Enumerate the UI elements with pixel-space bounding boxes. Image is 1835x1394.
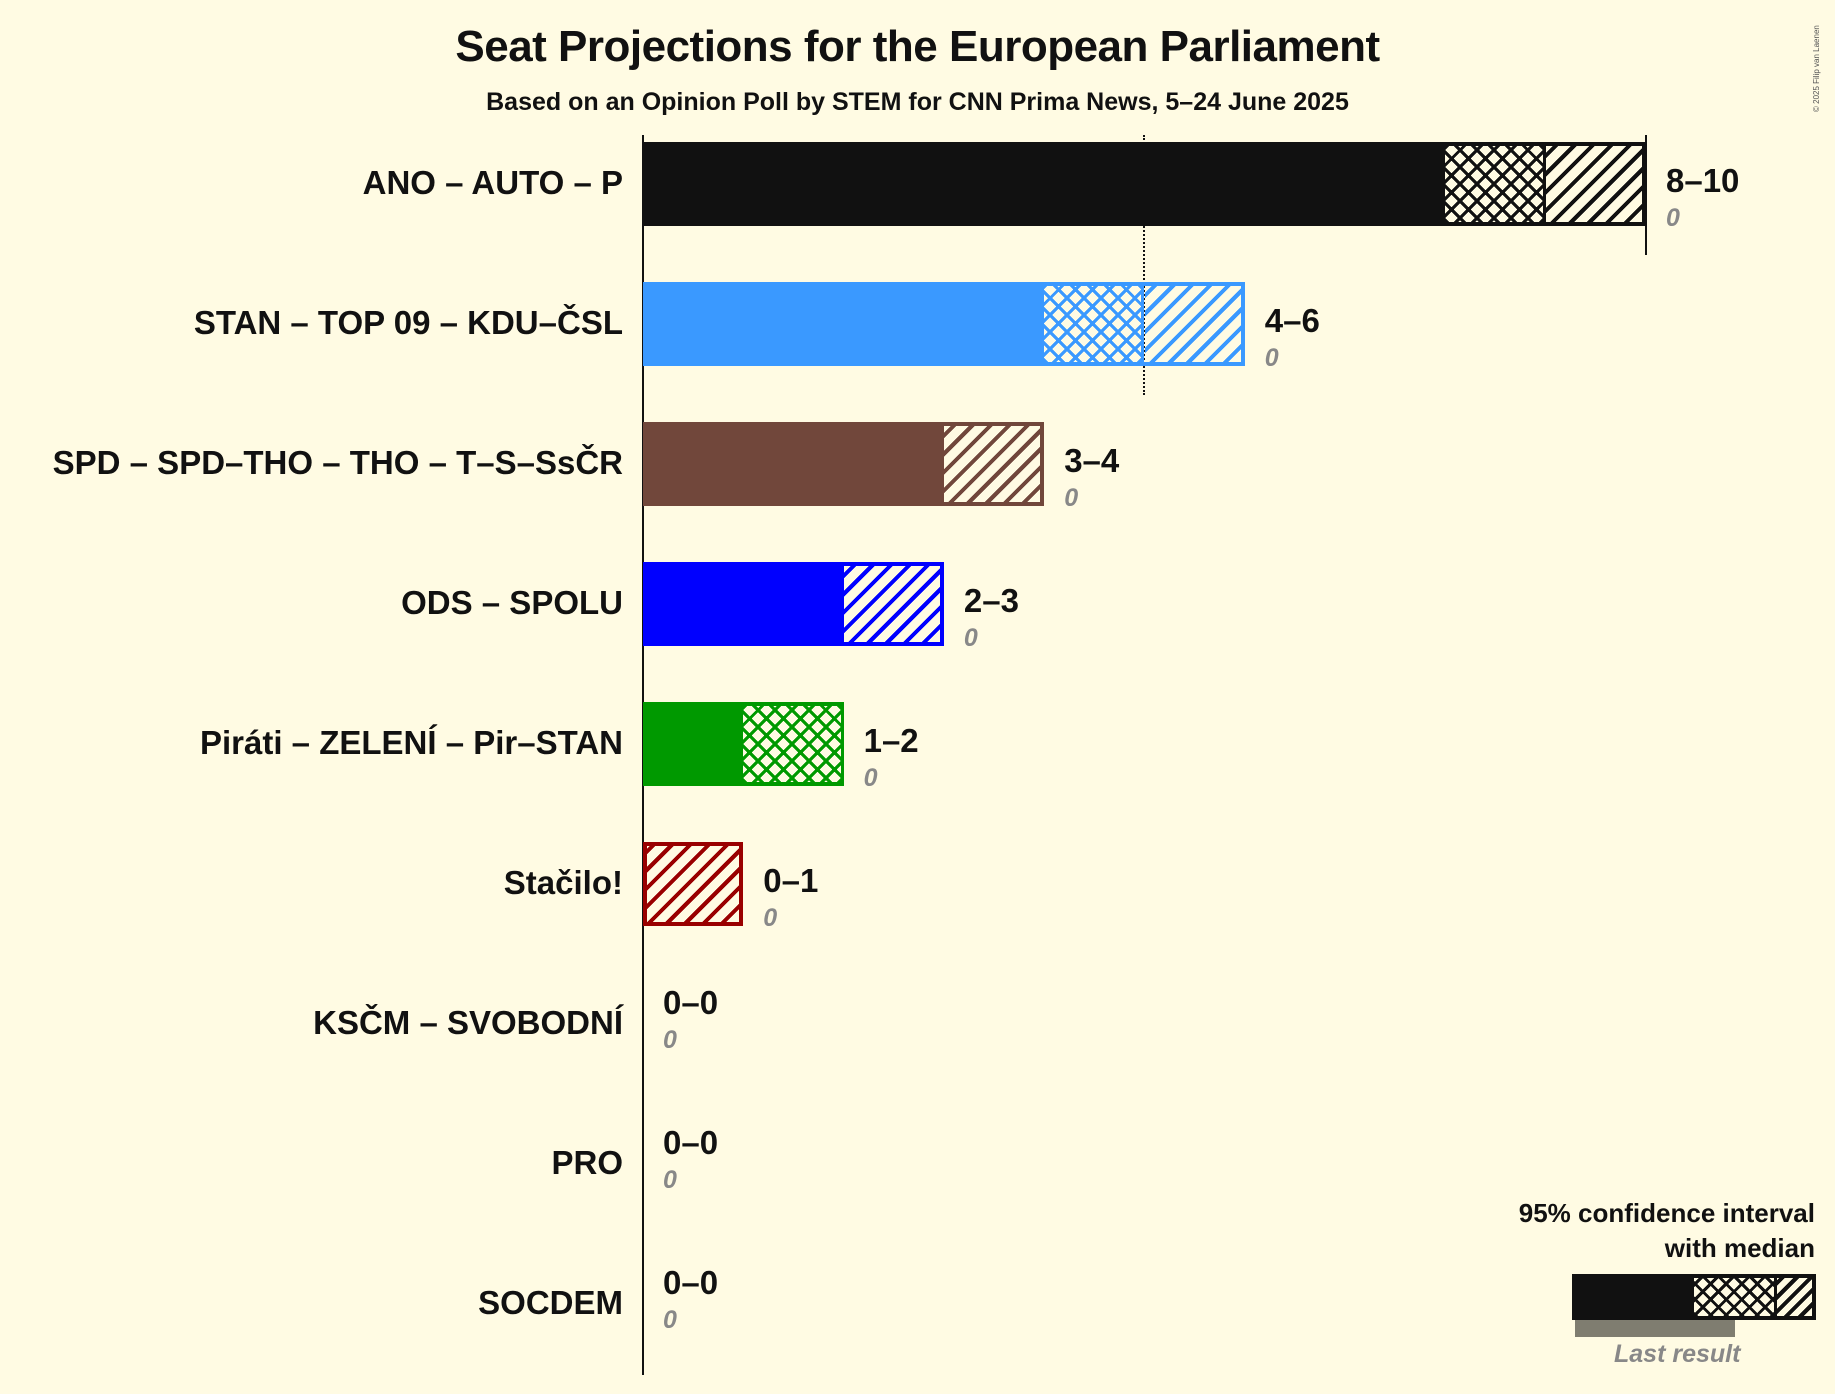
- bar-solid-segment: [647, 566, 844, 642]
- seat-bar: [643, 142, 1646, 226]
- party-label: Stačilo!: [503, 864, 623, 901]
- last-result-label: 0: [663, 1306, 677, 1334]
- seat-bar: [643, 702, 844, 786]
- last-result-label: 0: [663, 1166, 677, 1194]
- seat-range-label: 0–0: [663, 984, 719, 1021]
- chart-subtitle: Based on an Opinion Poll by STEM for CNN…: [486, 88, 1349, 116]
- legend-title: 95% confidence interval with median: [1519, 1196, 1815, 1266]
- seat-range-label: 0–1: [763, 862, 819, 899]
- bar-solid-segment: [647, 146, 1446, 222]
- seat-range-label: 8–10: [1666, 162, 1740, 199]
- bar-solid-segment: [647, 706, 744, 782]
- bar-solid-segment: [647, 286, 1045, 362]
- seat-bar: [643, 842, 744, 926]
- last-result-label: 0: [663, 1026, 677, 1054]
- legend-last-result-bar: [1575, 1320, 1735, 1337]
- party-label: SOCDEM: [478, 1284, 623, 1321]
- last-result-label: 0: [963, 624, 978, 652]
- seat-bar: [643, 422, 1045, 506]
- seat-range-label: 3–4: [1064, 442, 1120, 479]
- bar-hatch-segment: [647, 846, 740, 922]
- bar-crosshatch-segment: [1445, 146, 1546, 222]
- majority-line: [1143, 135, 1145, 395]
- legend-line-2: with median: [1664, 1233, 1815, 1263]
- last-result-label: 0: [1064, 484, 1079, 512]
- seat-range-label: 2–3: [963, 582, 1019, 619]
- bar-hatch-segment: [1144, 286, 1241, 362]
- legend-hatch: [1777, 1278, 1812, 1316]
- last-result-label: 0: [863, 764, 878, 792]
- party-label: Piráti – ZELENÍ – Pir–STAN: [199, 724, 623, 761]
- copyright-notice: © 2025 Filip van Laenen: [1812, 25, 1821, 112]
- party-label: ODS – SPOLU: [401, 584, 623, 621]
- party-label: KSČM – SVOBODNÍ: [313, 1004, 623, 1041]
- chart-title: Seat Projections for the European Parlia…: [455, 22, 1380, 71]
- last-result-label: 0: [763, 904, 778, 932]
- bar-crosshatch-segment: [743, 706, 844, 782]
- max-tick: [1645, 135, 1647, 255]
- party-label: STAN – TOP 09 – KDU–ČSL: [193, 304, 623, 341]
- bar-hatch-segment: [1545, 146, 1642, 222]
- seat-range-label: 0–0: [663, 1124, 719, 1161]
- party-label: SPD – SPD–THO – THO – T–S–SsČR: [52, 444, 623, 481]
- legend-ci-bar: [1572, 1274, 1816, 1320]
- bar-hatch-segment: [943, 426, 1041, 502]
- party-label: ANO – AUTO – P: [362, 164, 623, 201]
- last-result-label: 0: [1264, 344, 1279, 372]
- last-result-label: 0: [1666, 204, 1680, 232]
- legend-line-1: 95% confidence interval: [1518, 1198, 1815, 1228]
- seat-range-label: 1–2: [863, 722, 919, 759]
- bar-solid-segment: [647, 426, 944, 502]
- seat-bar: [643, 282, 1245, 366]
- seat-range-label: 0–0: [663, 1264, 719, 1301]
- party-label: PRO: [551, 1144, 623, 1181]
- bar-hatch-segment: [843, 566, 940, 642]
- seat-range-label: 4–6: [1264, 302, 1320, 339]
- legend-last-result-label: Last result: [1614, 1340, 1741, 1368]
- legend-crosshatch: [1694, 1278, 1774, 1316]
- seat-bar: [643, 562, 944, 646]
- bar-crosshatch-segment: [1044, 286, 1145, 362]
